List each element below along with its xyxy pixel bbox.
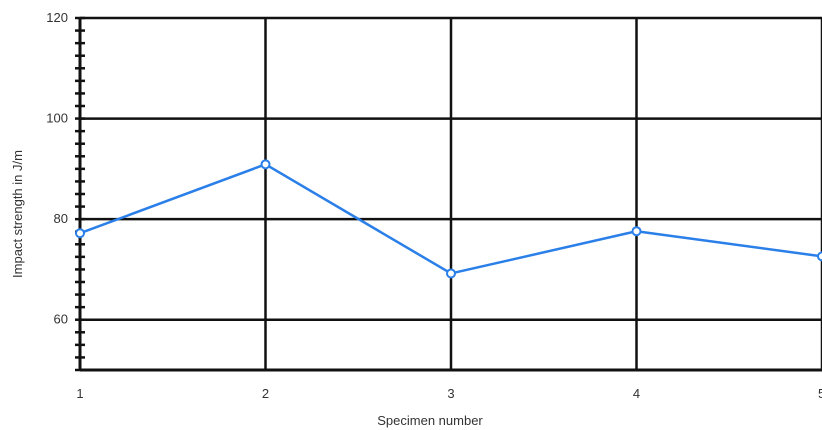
y-tick-labels: 60 80 100 120 [46, 10, 68, 327]
x-tick-label-4: 4 [633, 386, 640, 401]
data-point-1 [75, 228, 85, 239]
axes [78, 18, 822, 372]
data-point-2 [260, 159, 271, 170]
x-tick-label-2: 2 [262, 386, 269, 401]
y-tick-label-80: 80 [54, 211, 68, 226]
data-point-5 [817, 251, 822, 262]
series [75, 159, 822, 279]
grid [80, 16, 822, 370]
y-tick-label-120: 120 [46, 10, 68, 25]
x-tick-label-5: 5 [818, 386, 822, 401]
y-tick-label-100: 100 [46, 111, 68, 126]
x-tick-label-3: 3 [447, 386, 454, 401]
data-point-4 [631, 226, 642, 237]
data-point-3 [446, 268, 456, 279]
x-axis-title: Specimen number [377, 413, 483, 428]
x-tick-labels: 1 2 3 4 5 [76, 386, 822, 401]
y-axis-title: Impact strength in J/m [10, 150, 25, 278]
x-tick-label-1: 1 [76, 386, 83, 401]
y-tick-label-60: 60 [54, 312, 68, 327]
